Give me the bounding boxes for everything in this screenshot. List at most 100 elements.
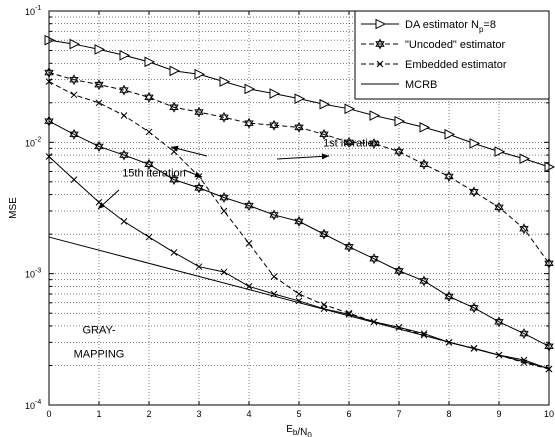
star-marker xyxy=(494,204,504,213)
star-marker xyxy=(194,109,204,118)
data-point xyxy=(394,115,406,127)
star-marker xyxy=(494,201,504,211)
annotation: MAPPING xyxy=(74,348,125,360)
star-marker xyxy=(419,275,429,284)
star-marker xyxy=(169,174,179,183)
star-marker xyxy=(444,173,454,182)
x-marker xyxy=(70,91,78,99)
data-point xyxy=(444,291,454,302)
annotation: 1st iteration xyxy=(323,137,380,149)
series-line xyxy=(48,72,550,264)
star-marker xyxy=(94,79,104,88)
star-marker xyxy=(394,148,404,158)
data-point xyxy=(269,119,279,131)
annotation-arrow xyxy=(97,189,120,210)
data-point xyxy=(144,91,154,103)
data-point xyxy=(319,128,329,140)
star-marker xyxy=(419,278,429,287)
star-marker xyxy=(294,218,304,227)
star-marker xyxy=(469,189,479,198)
x-marker xyxy=(245,283,253,290)
data-point xyxy=(219,192,229,203)
star-marker xyxy=(344,241,354,250)
data-point xyxy=(144,158,154,170)
legend-entry: "Uncoded" estimator xyxy=(361,38,505,51)
data-point xyxy=(394,146,404,158)
x-tick-label: 7 xyxy=(396,409,401,419)
data-point xyxy=(344,241,354,253)
x-label-subscript: b xyxy=(293,428,298,437)
star-marker xyxy=(269,212,279,221)
star-marker xyxy=(294,121,304,131)
data-point xyxy=(219,111,229,123)
arrow-shaft xyxy=(276,155,330,160)
x-label-subscript: 0 xyxy=(307,431,312,437)
data-point xyxy=(419,275,429,287)
data-point xyxy=(94,79,104,91)
arrow-head xyxy=(98,202,106,209)
x-label-part: E xyxy=(286,424,293,435)
x-marker xyxy=(145,233,153,241)
triangle-marker xyxy=(469,138,481,149)
data-point xyxy=(245,240,253,247)
star-marker xyxy=(319,131,329,140)
data-point xyxy=(319,98,331,110)
star-marker xyxy=(344,139,354,148)
data-point xyxy=(244,117,254,129)
x-marker xyxy=(170,249,178,256)
star-marker xyxy=(119,87,129,96)
legend-label: Embedded estimator xyxy=(405,59,507,71)
y-tick-exponent: -2 xyxy=(35,136,41,143)
data-point xyxy=(119,49,131,61)
annotation-arrows xyxy=(97,145,330,210)
data-point xyxy=(169,101,179,113)
star-marker xyxy=(419,161,429,170)
legend-label: MCRB xyxy=(405,79,437,91)
data-point xyxy=(295,290,303,298)
star-marker xyxy=(119,84,129,93)
data-point xyxy=(319,228,329,240)
star-marker xyxy=(194,185,204,194)
triangle-marker xyxy=(144,56,156,68)
data-point xyxy=(144,56,156,68)
triangle-marker xyxy=(219,76,231,87)
star-marker xyxy=(219,192,229,201)
star-marker xyxy=(194,106,204,115)
annotation: GRAY- xyxy=(82,325,115,337)
legend-label: DA estimator Np=8 xyxy=(405,19,496,34)
x-marker xyxy=(376,60,384,68)
star-marker xyxy=(344,244,354,253)
star-marker xyxy=(369,256,379,265)
y-tick-label: 10-2 xyxy=(25,136,41,148)
star-marker xyxy=(469,305,479,314)
star-marker xyxy=(375,41,385,50)
star-marker xyxy=(69,128,79,138)
star-marker xyxy=(144,91,154,101)
annotation-layer: 1st iteration 15th iteration GRAY- MAPPING xyxy=(74,137,380,360)
data-point xyxy=(119,84,129,96)
star-marker xyxy=(269,209,279,218)
star-marker xyxy=(375,38,385,47)
star-marker xyxy=(519,330,529,339)
triangle-marker xyxy=(169,65,181,77)
x-axis-label: Eb/N0 xyxy=(286,424,312,437)
data-point xyxy=(519,328,529,339)
x-tick-label: 3 xyxy=(196,409,201,419)
triangle-marker xyxy=(369,110,381,121)
star-marker xyxy=(144,158,154,168)
data-point xyxy=(494,146,506,157)
annotation: 15th iteration xyxy=(122,167,186,179)
data-point xyxy=(469,186,479,198)
series-5 xyxy=(45,153,553,373)
star-marker xyxy=(369,253,379,262)
data-point xyxy=(219,76,231,87)
data-point xyxy=(494,201,504,213)
star-marker xyxy=(94,141,104,150)
data-point xyxy=(244,200,254,211)
x-label-part: /N xyxy=(297,427,307,437)
grid xyxy=(49,11,549,405)
x-marker xyxy=(120,112,128,119)
annotation-arrow xyxy=(170,145,208,157)
star-marker xyxy=(469,186,479,195)
